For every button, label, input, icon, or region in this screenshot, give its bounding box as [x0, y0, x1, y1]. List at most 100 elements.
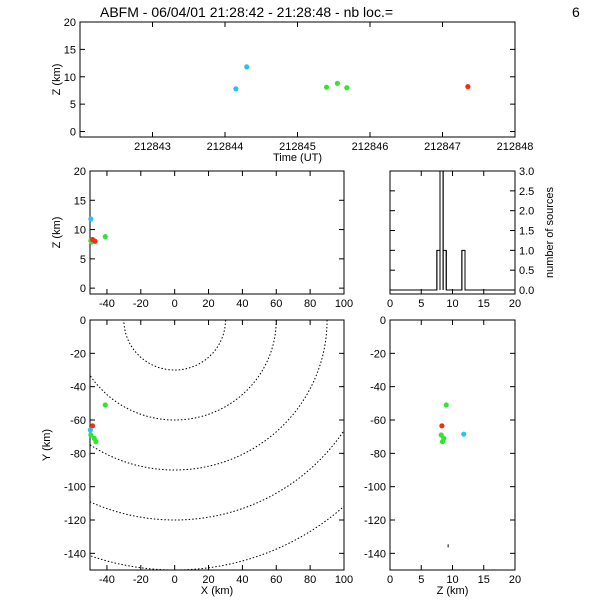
x-y-ytick-label: 0	[80, 315, 86, 327]
x-y-xtick-label: 100	[335, 574, 353, 586]
x-z-xtick-label: 20	[202, 298, 214, 310]
x-y-point	[89, 423, 96, 429]
time-z-xtick-label: 212843	[134, 141, 171, 153]
x-z-xtick-label: -20	[133, 298, 149, 310]
z-y-ytick-label: 0	[380, 315, 386, 327]
x-y-point	[93, 439, 99, 445]
x-z-xtick-label: 100	[335, 298, 353, 310]
x-y-xtick-label: 60	[270, 574, 282, 586]
time-z-ytick-label: 10	[64, 72, 76, 84]
z-y-ytick-label: -100	[364, 482, 386, 494]
x-y-xtick-label: -40	[99, 574, 115, 586]
z-y-xtick-label: 10	[446, 574, 458, 586]
time-z-point	[344, 85, 350, 91]
z-y-point	[461, 431, 467, 437]
x-z-xtick-label: 40	[236, 298, 248, 310]
x-z-ylabel: Z (km)	[51, 217, 63, 249]
z-hist-ytick-label: 1.5	[519, 226, 534, 238]
z-hist-xtick-label: 10	[446, 298, 458, 310]
x-y-ytick-label: -60	[70, 415, 86, 427]
time-z-xtick-label: 212846	[352, 141, 389, 153]
z-hist-ytick-label: 2.5	[519, 186, 534, 198]
x-z-ytick-label: 5	[80, 254, 86, 266]
time-z-ylabel: Z (km)	[51, 64, 63, 96]
x-y-xlabel: X (km)	[201, 585, 233, 597]
time-z-xlabel: Time (UT)	[273, 152, 322, 164]
x-z-ytick-label: 0	[80, 283, 86, 295]
x-y-ytick-label: -140	[64, 548, 86, 560]
z-y-xtick-label: 15	[478, 574, 490, 586]
x-z-point	[88, 216, 94, 222]
z-hist-ytick-label: 1.0	[519, 245, 534, 257]
x-y-xtick-label: 40	[236, 574, 248, 586]
time-z-point	[244, 64, 250, 70]
chart-title: ABFM - 06/04/01 21:28:42 - 21:28:48 - nb…	[0, 2, 600, 22]
z-hist-xtick-label: 0	[387, 298, 393, 310]
z-hist-ytick-label: 2.0	[519, 206, 534, 218]
z-y-ytick-label: -80	[370, 448, 386, 460]
x-z-ytick-label: 20	[74, 166, 86, 178]
z-hist-ytick-label: 0.0	[519, 285, 534, 297]
z-y-xlabel: Z (km)	[437, 585, 469, 597]
x-y-ytick-label: -40	[70, 382, 86, 394]
time-z-xtick-label: 212847	[424, 141, 461, 153]
z-y-point	[439, 439, 446, 445]
x-z-xtick-label: 0	[172, 298, 178, 310]
z-hist-outline	[390, 170, 515, 291]
x-z-ytick-label: 15	[74, 195, 86, 207]
z-hist-xtick-label: 15	[478, 298, 490, 310]
x-y-xtick-label: 0	[172, 574, 178, 586]
time-z-ytick-label: 15	[64, 44, 76, 56]
x-y-point	[87, 427, 93, 433]
z-hist-frame	[389, 170, 516, 295]
time-z-point	[323, 84, 330, 90]
x-y-ytick-label: -80	[70, 448, 86, 460]
z-hist-xtick-label: 20	[509, 298, 521, 310]
time-z-point	[233, 86, 239, 92]
z-y-ytick-label: -120	[364, 515, 386, 527]
x-y-point	[88, 432, 94, 438]
z-y-xtick-label: 0	[387, 574, 393, 586]
x-z-point	[102, 234, 108, 240]
time-z-xtick-label: 212844	[207, 141, 244, 153]
time-z-xtick-label: 212848	[497, 141, 534, 153]
x-z-frame	[89, 170, 345, 295]
time-z-point	[465, 84, 471, 90]
x-y-frame	[89, 319, 345, 571]
time-z-frame	[79, 21, 516, 138]
z-hist-ytick-label: 0.5	[519, 265, 534, 277]
z-hist-xtick-label: 5	[418, 298, 424, 310]
time-z-ytick-label: 0	[70, 127, 76, 139]
z-hist-ylabel: number of sources	[544, 186, 556, 278]
chart-title-text: ABFM - 06/04/01 21:28:42 - 21:28:48 - nb…	[100, 4, 394, 20]
x-y-contours	[90, 320, 344, 570]
x-y-ytick-label: -120	[64, 515, 86, 527]
time-z-xtick-label: 212845	[279, 141, 316, 153]
z-y-ytick-label: -20	[370, 348, 386, 360]
x-y-ytick-label: -100	[64, 482, 86, 494]
z-y-ytick-label: -40	[370, 382, 386, 394]
x-y-xtick-label: 80	[304, 574, 316, 586]
z-y-xtick-label: 20	[509, 574, 521, 586]
x-z-xtick-label: -40	[99, 298, 115, 310]
z-y-point	[439, 423, 445, 429]
x-y-ylabel: Y (km)	[41, 429, 53, 461]
x-z-xtick-label: 60	[270, 298, 282, 310]
z-hist-ytick-label: 3.0	[519, 166, 534, 178]
x-y-xtick-label: -20	[133, 574, 149, 586]
z-y-ytick-label: -140	[364, 548, 386, 560]
z-y-ytick-label: -60	[370, 415, 386, 427]
z-y-frame	[389, 319, 516, 571]
z-y-point	[443, 402, 449, 408]
x-z-point	[89, 236, 96, 243]
z-y-xtick-label: 5	[418, 574, 424, 586]
time-z-ytick-label: 20	[64, 17, 76, 29]
x-z-xtick-label: 80	[304, 298, 316, 310]
x-y-ytick-label: -20	[70, 348, 86, 360]
x-y-xtick-label: 20	[202, 574, 214, 586]
time-z-ytick-label: 5	[70, 99, 76, 111]
time-z-point	[334, 80, 340, 86]
x-y-range-ring	[90, 320, 277, 421]
x-z-ytick-label: 10	[74, 225, 86, 237]
